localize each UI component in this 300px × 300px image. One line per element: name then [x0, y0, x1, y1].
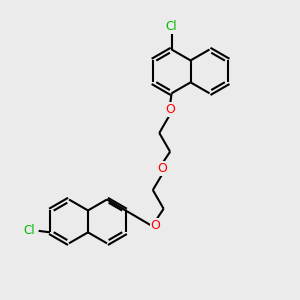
Text: O: O	[157, 162, 167, 175]
Text: O: O	[165, 103, 175, 116]
Text: Cl: Cl	[166, 20, 177, 33]
Text: O: O	[151, 219, 160, 232]
Text: Cl: Cl	[24, 224, 35, 237]
